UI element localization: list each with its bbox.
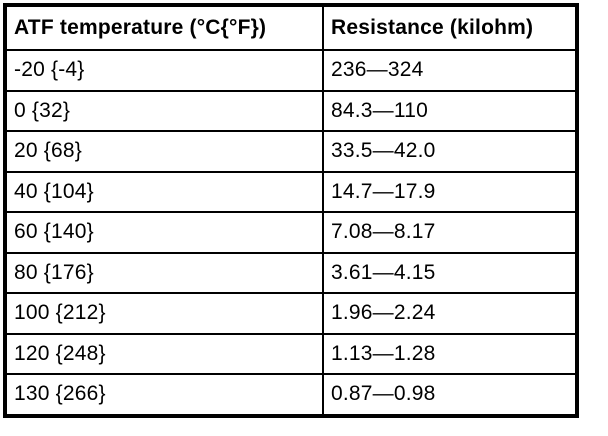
resistance-cell: 3.61—4.15 [322, 251, 578, 294]
temperature-cell: 120 {248} [4, 332, 324, 375]
table-header-row: ATF temperature (°C{°F}) Resistance (kil… [4, 4, 578, 51]
table-row: 40 {104} 14.7—17.9 [4, 170, 578, 213]
column-header-resistance: Resistance (kilohm) [322, 4, 578, 51]
temperature-cell: 80 {176} [4, 251, 324, 294]
temperature-cell: 130 {266} [4, 373, 324, 417]
table-row: -20 {-4} 236—324 [4, 49, 578, 92]
table-row: 0 {32} 84.3—110 [4, 89, 578, 132]
resistance-cell: 7.08—8.17 [322, 211, 578, 254]
temperature-cell: -20 {-4} [4, 49, 324, 92]
resistance-cell: 0.87—0.98 [322, 373, 578, 417]
column-header-temperature: ATF temperature (°C{°F}) [4, 4, 324, 51]
table-row: 20 {68} 33.5—42.0 [4, 130, 578, 173]
table-row: 130 {266} 0.87—0.98 [4, 373, 578, 417]
temperature-cell: 0 {32} [4, 89, 324, 132]
temperature-cell: 100 {212} [4, 292, 324, 335]
resistance-cell: 1.13—1.28 [322, 332, 578, 375]
resistance-cell: 1.96—2.24 [322, 292, 578, 335]
atf-resistance-table: ATF temperature (°C{°F}) Resistance (kil… [3, 3, 579, 418]
resistance-cell: 84.3—110 [322, 89, 578, 132]
resistance-cell: 236—324 [322, 49, 578, 92]
table-row: 80 {176} 3.61—4.15 [4, 251, 578, 294]
resistance-cell: 14.7—17.9 [322, 170, 578, 213]
table-row: 60 {140} 7.08—8.17 [4, 211, 578, 254]
table-row: 120 {248} 1.13—1.28 [4, 332, 578, 375]
temperature-cell: 20 {68} [4, 130, 324, 173]
table-row: 100 {212} 1.96—2.24 [4, 292, 578, 335]
temperature-cell: 40 {104} [4, 170, 324, 213]
temperature-cell: 60 {140} [4, 211, 324, 254]
resistance-cell: 33.5—42.0 [322, 130, 578, 173]
